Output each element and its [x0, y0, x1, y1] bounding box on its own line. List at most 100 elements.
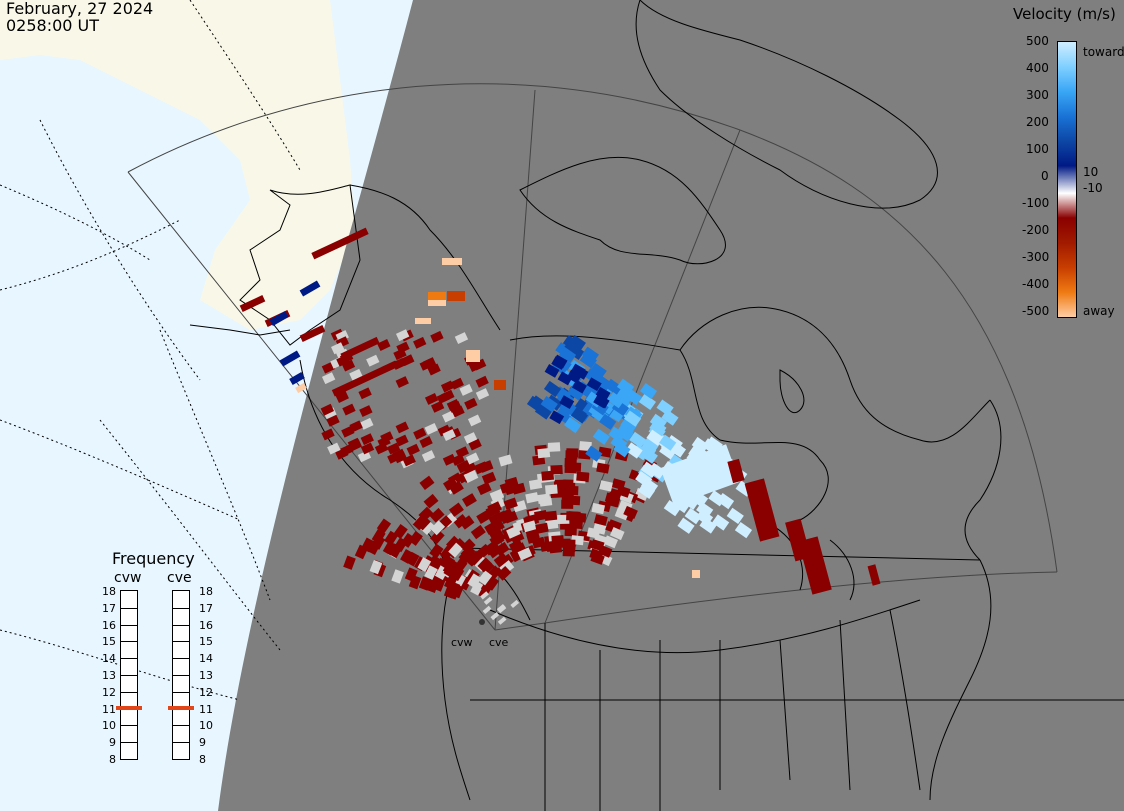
away-cell — [377, 435, 391, 448]
away-cell — [522, 520, 537, 533]
frequency-scale-right: 14 — [199, 652, 213, 666]
away-cell — [562, 547, 575, 557]
away-cell — [609, 527, 625, 541]
away-cell — [579, 441, 592, 452]
toward-dark-cell — [573, 365, 589, 380]
away-cell — [361, 537, 375, 553]
toward-dark-cell — [544, 363, 560, 378]
toward-cell — [543, 380, 562, 398]
away-cell — [576, 471, 589, 482]
radar-site-cvw — [479, 619, 485, 625]
away-cell — [417, 557, 432, 572]
tick-500: 500 — [1026, 34, 1049, 48]
away-cell — [448, 502, 464, 517]
toward-cell — [589, 362, 607, 380]
frequency-cell — [121, 725, 137, 727]
toward-cell — [642, 436, 660, 453]
away-cell — [459, 515, 475, 530]
toward-cell — [568, 334, 586, 352]
frequency-scale-right: 9 — [199, 736, 206, 750]
toward-cell — [567, 343, 585, 360]
away-cell — [459, 383, 473, 396]
away-cell — [371, 534, 386, 550]
away-cell — [549, 543, 563, 554]
away-cell — [395, 434, 409, 447]
toward-cell — [540, 396, 558, 413]
away-cell — [496, 565, 512, 581]
away-cell — [566, 485, 579, 496]
away-cell — [448, 542, 463, 558]
tick-neg10: -10 — [1083, 181, 1103, 195]
away-cell — [419, 475, 435, 491]
orange-cell — [415, 318, 431, 324]
frequency-scale-right: 17 — [199, 601, 213, 615]
frequency-cell — [173, 742, 189, 744]
away-cell — [545, 484, 558, 495]
away-cell — [593, 514, 608, 526]
away-cell — [528, 478, 543, 490]
away-cell — [360, 433, 374, 446]
away-cell — [358, 387, 372, 400]
away-cell — [321, 372, 336, 385]
away-cell — [461, 493, 477, 508]
frequency-cell — [173, 607, 189, 609]
toward-cell-bright — [660, 444, 740, 506]
toward-cell — [558, 346, 577, 364]
away-cell — [492, 510, 508, 525]
toward-cell — [530, 395, 548, 412]
toward-cell — [554, 407, 572, 424]
tick-neg400: -400 — [1022, 277, 1050, 291]
away-cell — [429, 543, 444, 559]
away-cell — [413, 336, 427, 349]
away-cell — [427, 363, 441, 376]
away-cell — [623, 505, 638, 519]
away-cell — [551, 535, 565, 545]
away-cell — [468, 438, 482, 451]
frequency-scale-left: 17 — [102, 601, 116, 615]
toward-cell — [613, 441, 631, 458]
toward-cell — [640, 461, 658, 478]
away-cell — [526, 531, 541, 544]
away-cell — [395, 376, 409, 388]
away-cell — [331, 342, 345, 355]
away-cell — [327, 442, 341, 455]
away-cell — [388, 543, 403, 559]
frequency-cell — [173, 641, 189, 643]
away-cell — [499, 481, 514, 494]
away-cell — [481, 471, 497, 485]
toward-cell — [620, 416, 638, 434]
toward-cell — [684, 507, 702, 525]
frequency-marker-cve — [168, 705, 194, 710]
away-cell — [463, 432, 478, 445]
away-label: away — [1083, 304, 1115, 318]
frequency-cell — [121, 675, 137, 676]
toward-cell — [570, 407, 589, 424]
date-label: February, 27 2024 — [6, 0, 154, 18]
away-cell — [454, 332, 469, 345]
away-cell — [402, 454, 416, 467]
away-cell — [413, 427, 427, 440]
away-cell — [563, 539, 576, 549]
away-cell — [465, 452, 480, 465]
away-cell — [596, 462, 610, 474]
away-cell — [393, 451, 408, 464]
away-cell — [590, 539, 605, 552]
toward-cell — [663, 500, 681, 517]
away-east-cell — [727, 458, 745, 484]
toward-dark-cell — [572, 379, 587, 394]
away-cell — [442, 410, 456, 423]
frequency-scale-right: 18 — [199, 585, 213, 598]
away-cell — [545, 519, 559, 530]
away-cell — [408, 575, 422, 590]
away-cell — [451, 405, 465, 418]
away-cell — [616, 485, 631, 498]
away-cell — [446, 535, 461, 551]
away-cell — [589, 548, 604, 561]
toward-cell — [716, 492, 735, 510]
away-cell — [604, 492, 619, 505]
ground-scatter-cell — [497, 616, 507, 625]
toward-cell — [649, 419, 667, 436]
ground-scatter-cell — [483, 596, 493, 605]
away-cell — [464, 397, 478, 410]
away-cell — [487, 543, 503, 559]
